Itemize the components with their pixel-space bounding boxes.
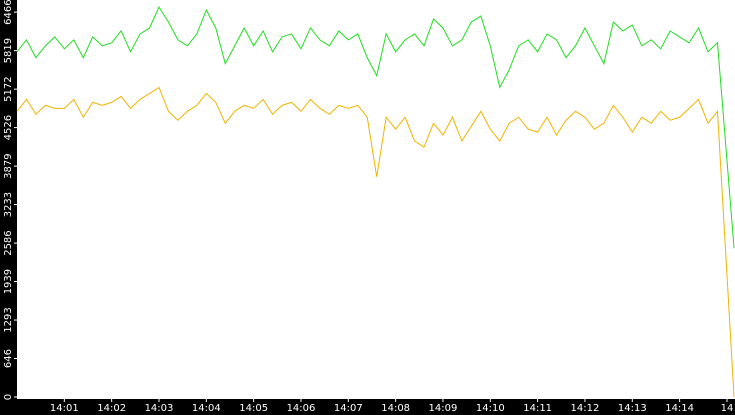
y-tick-label: 4526 (3, 115, 14, 140)
series-line (16, 86, 735, 398)
y-tick-label: 1939 (3, 269, 14, 294)
y-tick-label: 1293 (3, 307, 14, 332)
x-tick-label: 14:05 (239, 403, 268, 414)
y-tick-label: 5819 (3, 38, 14, 63)
x-tick-label: 14:04 (192, 403, 221, 414)
x-tick-label: 14:14 (665, 403, 694, 414)
x-tick-label: 14:13 (618, 403, 647, 414)
x-axis-band (0, 399, 735, 415)
x-tick-label: 14:07 (334, 403, 363, 414)
x-tick-label: 14:09 (429, 403, 458, 414)
y-tick-label: 2586 (3, 230, 14, 255)
x-tick-label: 14:11 (523, 403, 552, 414)
x-tick-label: 14:01 (50, 403, 79, 414)
x-tick-label: 14:08 (381, 403, 410, 414)
x-tick-label: 14:12 (571, 403, 600, 414)
y-axis-band (0, 0, 17, 415)
x-tick-label: 14:10 (476, 403, 505, 414)
y-tick-label: 646 (3, 349, 14, 368)
x-tick-label: 14:03 (145, 403, 174, 414)
series-line (16, 6, 735, 249)
x-tick-label: 14 (721, 403, 734, 414)
x-tick-label: 14:02 (97, 403, 126, 414)
y-tick-label: 6466 (3, 0, 14, 25)
y-tick-label: 5172 (3, 76, 14, 101)
y-tick-label: 3879 (3, 153, 14, 178)
x-tick-label: 14:06 (287, 403, 316, 414)
y-tick-label: 0 (3, 394, 14, 400)
y-tick-label: 3233 (3, 192, 14, 217)
